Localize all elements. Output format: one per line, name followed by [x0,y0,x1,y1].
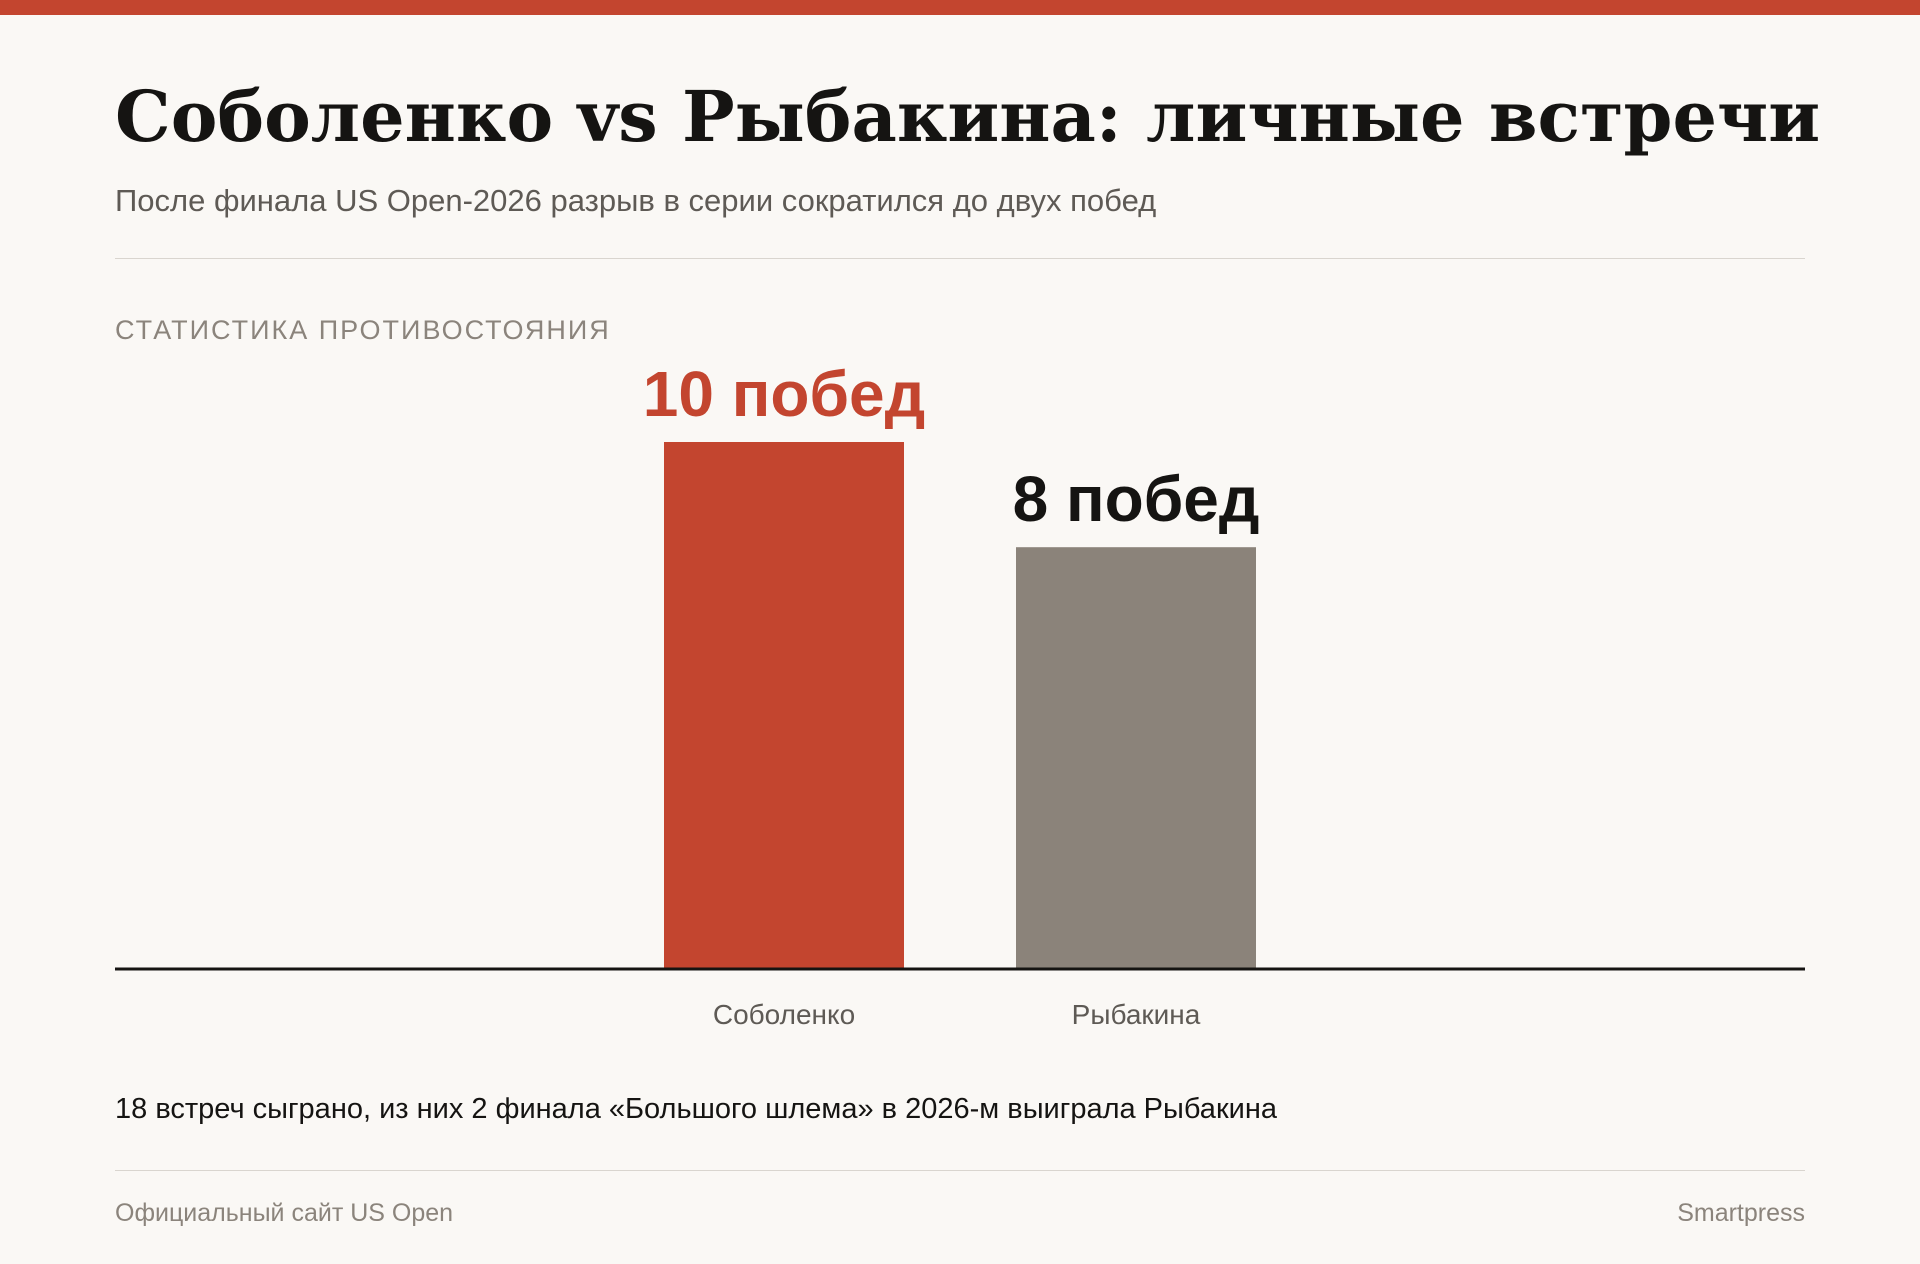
section-label: СТАТИСТИКА ПРОТИВОСТОЯНИЯ [115,315,611,345]
category-label-2: Рыбакина [1072,999,1201,1030]
brand-credit: Smartpress [1677,1199,1805,1227]
source-credit: Официальный сайт US Open [115,1199,454,1227]
head-to-head-bar-chart: 10 побед Соболенко 8 побед Рыбакина [115,358,1805,1030]
category-label-1: Соболенко [713,999,855,1030]
bar-1 [664,442,904,968]
footer-divider [115,1170,1805,1171]
page-title: Соболенко vs Рыбакина: личные встречи [115,75,1821,158]
chart-note: 18 встреч сыграно, из них 2 финала «Боль… [115,1093,1277,1125]
bar-2 [1016,547,1256,968]
bar-value-label-1: 10 побед [643,358,925,430]
page-subtitle: После финала US Open-2026 разрыв в серии… [115,183,1157,218]
bar-value-label-2: 8 побед [1013,463,1260,535]
header-divider [115,258,1805,259]
accent-top-bar [0,0,1920,15]
